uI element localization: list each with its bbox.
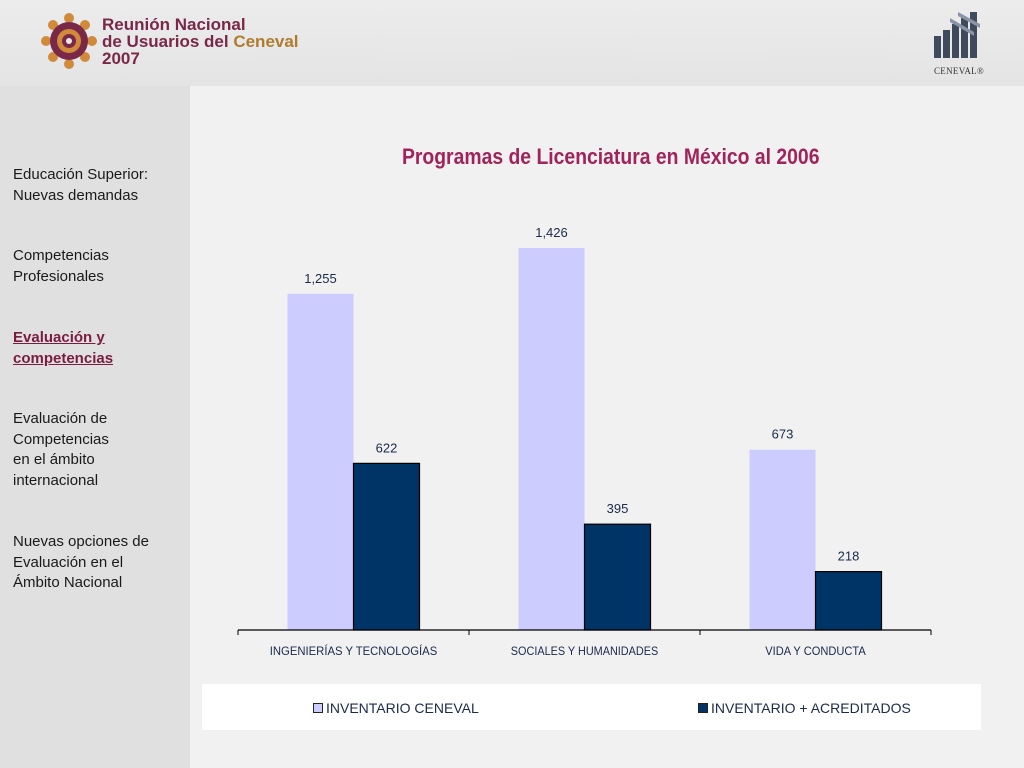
logo-line-1: Reunión Nacional: [102, 15, 246, 34]
chart-legend: INVENTARIO CENEVAL INVENTARIO + ACREDITA…: [202, 684, 981, 730]
bar-s1-c1: [287, 293, 354, 630]
bar-chart: 1,255 622 INGENIERÍAS Y TECNOLOGÍAS 1,426 39…: [237, 225, 932, 658]
chart-title: Programas de Licenciatura en México al 2…: [401, 144, 820, 169]
legend-swatch-series2: [698, 703, 708, 713]
bar-s1-c3: [749, 449, 816, 630]
data-label-s2-c1: 622: [376, 440, 398, 455]
logo-line-2a: de Usuarios del: [102, 32, 234, 51]
bar-s2-c1: [352, 462, 421, 631]
sidebar-item-competencias-profesionales[interactable]: Competencias Profesionales: [13, 247, 109, 285]
x-tick-label-3: VIDA Y CONDUCTA: [765, 644, 866, 658]
sidebar-item-evaluacion-internacional[interactable]: Evaluación de Competencias en el ámbito …: [13, 410, 109, 489]
bar-s1-c2: [518, 248, 585, 630]
bar-s2-c2: [583, 523, 652, 631]
data-label-s1-c1: 1,255: [304, 271, 337, 286]
legend-label-series2: INVENTARIO + ACREDITADOS: [711, 700, 911, 716]
sidebar-item-evaluacion-competencias[interactable]: Evaluación y competencias: [13, 329, 114, 367]
sidebar-item-educacion-superior[interactable]: Educación Superior: Nuevas demandas: [13, 166, 149, 204]
ceneval-label: CENEVAL®: [934, 66, 985, 76]
logo-line-3: 2007: [102, 49, 140, 68]
legend-item-series2: INVENTARIO + ACREDITADOS: [698, 700, 911, 716]
ceneval-logo-icon: [934, 12, 980, 58]
logo-line-2b: Ceneval: [233, 32, 299, 51]
x-tick-label-1: INGENIERÍAS Y TECNOLOGÍAS: [270, 643, 438, 658]
data-label-s2-c2: 395: [607, 501, 629, 516]
chart-panel: Programas de Licenciatura en México al 2…: [190, 86, 1024, 768]
x-tick-label-2: SOCIALES Y HUMANIDADES: [511, 644, 658, 658]
legend-swatch-series1: [313, 703, 323, 713]
data-label-s1-c2: 1,426: [535, 225, 568, 240]
event-logo-text: Reunión Nacional de Usuarios del Ceneval…: [102, 16, 299, 67]
header-banner: Reunión Nacional de Usuarios del Ceneval…: [0, 0, 1024, 86]
bar-s2-c3: [814, 571, 883, 631]
legend-label-series1: INVENTARIO CENEVAL: [326, 700, 479, 716]
logo-line-2: de Usuarios del Ceneval: [102, 33, 299, 50]
data-label-s2-c3: 218: [838, 549, 860, 564]
legend-item-series1: INVENTARIO CENEVAL: [313, 700, 479, 716]
reunion-emblem-icon: [41, 13, 97, 69]
sidebar-item-nuevas-opciones[interactable]: Nuevas opciones de Evaluación en el Ámbi…: [13, 533, 149, 591]
sidebar-nav: Educación Superior: Nuevas demandas Comp…: [0, 86, 190, 768]
data-label-s1-c3: 673: [772, 427, 794, 442]
